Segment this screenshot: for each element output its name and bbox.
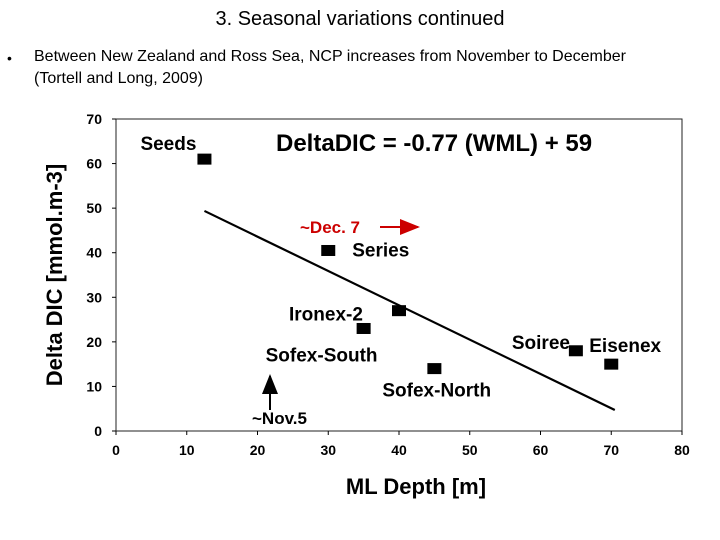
data-point-ironex-2	[392, 305, 406, 317]
regression-equation: DeltaDIC = -0.77 (WML) + 59	[276, 130, 592, 157]
y-tick-label: 40	[86, 245, 102, 261]
y-tick-label: 0	[94, 423, 102, 439]
fit-line	[203, 209, 616, 411]
data-point-seeds	[197, 153, 212, 165]
x-tick-label: 70	[603, 442, 619, 458]
data-point-sofex-south	[356, 322, 371, 334]
y-tick-label: 70	[86, 111, 102, 127]
bullet-marker: •	[7, 50, 12, 66]
x-tick-label: 10	[179, 442, 195, 458]
bullet-text: Between New Zealand and Ross Sea, NCP in…	[34, 48, 626, 87]
point-label-soiree: Soiree	[512, 333, 570, 354]
x-tick-label: 30	[320, 442, 336, 458]
annotation-dec7: ~Dec. 7	[300, 218, 360, 237]
point-label-sofex-south: Sofex-South	[266, 345, 378, 366]
point-label-eisenex: Eisenex	[589, 336, 661, 357]
point-label-ironex-2: Ironex-2	[289, 305, 363, 326]
y-tick-label: 60	[86, 156, 102, 172]
data-point-series	[321, 244, 336, 256]
point-label-series: Series	[352, 240, 409, 261]
data-point-sofex-north	[427, 363, 442, 375]
point-label-sofex-north: Sofex-North	[382, 381, 491, 402]
y-axis-title: Delta DIC [mmol.m-3]	[42, 164, 67, 386]
y-tick-label: 30	[86, 289, 102, 305]
data-point-soiree	[568, 345, 583, 357]
x-tick-label: 60	[533, 442, 549, 458]
x-axis-title: ML Depth [m]	[346, 474, 486, 499]
y-tick-label: 10	[86, 378, 102, 394]
annotation-nov5: ~Nov.5	[252, 409, 307, 428]
slide-title: 3. Seasonal variations continued	[215, 8, 505, 30]
x-tick-label: 80	[674, 442, 690, 458]
y-tick-label: 20	[86, 334, 102, 350]
point-label-seeds: Seeds	[140, 134, 196, 155]
data-point-eisenex	[604, 358, 619, 370]
y-tick-label: 50	[86, 200, 102, 216]
x-tick-label: 0	[112, 442, 120, 458]
x-tick-label: 50	[462, 442, 478, 458]
x-tick-label: 40	[391, 442, 407, 458]
x-tick-label: 20	[250, 442, 266, 458]
